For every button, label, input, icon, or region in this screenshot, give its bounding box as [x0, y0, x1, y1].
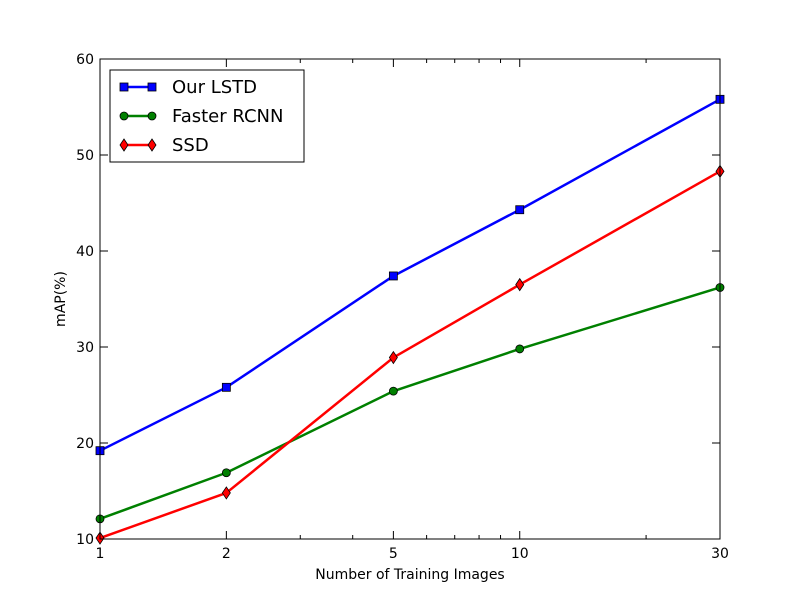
y-tick-label: 60 [76, 52, 94, 68]
x-tick-label: 1 [96, 546, 105, 562]
y-tick-label: 30 [76, 340, 94, 356]
legend-item: Faster RCNN [119, 106, 283, 127]
data-point-diamond [119, 138, 129, 152]
plot-frame [99, 58, 721, 540]
data-point-square [119, 82, 129, 92]
data-point-square [388, 271, 398, 281]
x-axis-label: Number of Training Images [315, 567, 504, 583]
legend-label: Faster RCNN [172, 106, 283, 127]
legend: Our LSTD Faster RCNN SSD [109, 69, 305, 163]
series-layer [95, 94, 725, 545]
x-tick-label: 2 [222, 546, 231, 562]
data-point-diamond [388, 350, 398, 365]
legend-item: Our LSTD [119, 77, 257, 98]
x-tick-label: 10 [511, 546, 529, 562]
data-point-circle [147, 111, 157, 121]
x-tick-label: 30 [711, 546, 729, 562]
data-point-square [147, 82, 157, 92]
y-tick-label: 20 [76, 436, 94, 452]
x-tick-label: 5 [389, 546, 398, 562]
data-point-circle [515, 344, 525, 354]
data-point-diamond [221, 486, 231, 500]
data-point-square [221, 382, 231, 392]
data-point-square [515, 205, 525, 215]
series-2 [95, 164, 725, 545]
y-tick-label: 10 [76, 532, 94, 548]
data-point-circle [221, 468, 231, 478]
data-point-diamond [515, 277, 525, 292]
y-tick-label: 40 [76, 244, 94, 260]
legend-item: SSD [119, 135, 209, 156]
y-axis-label: mAP(%) [53, 271, 69, 327]
data-point-circle [388, 386, 398, 396]
y-tick-label: 50 [76, 148, 94, 164]
axes-layer: 1 2 5 10 30 10 20 30 40 50 60 [76, 52, 729, 562]
legend-label: Our LSTD [172, 77, 257, 98]
data-point-diamond [147, 138, 157, 152]
data-point-circle [119, 111, 129, 121]
legend-label: SSD [172, 135, 209, 156]
